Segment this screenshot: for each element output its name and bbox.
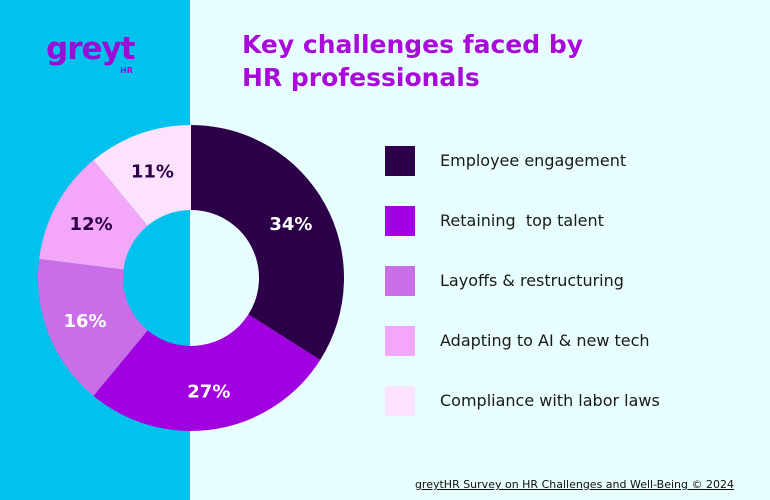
donut-slice-employee-engagement <box>191 125 344 360</box>
chart-title-line-1: Key challenges faced by <box>242 30 584 59</box>
donut-label-employee-engagement: 34% <box>269 214 312 235</box>
logo-sub-text: HR <box>120 66 133 75</box>
chart-title-line-2: HR professionals <box>242 63 480 92</box>
logo-wordmark: greyt <box>46 31 136 67</box>
donut-label-layoffs-restructuring: 16% <box>63 311 106 332</box>
donut-slice-layoffs-restructuring <box>37 258 148 396</box>
greythr-logo: greyt HR <box>46 32 146 78</box>
legend-item-employee-engagement: Employee engagement <box>385 146 725 176</box>
legend-swatch <box>385 146 415 176</box>
legend-swatch <box>385 326 415 356</box>
legend-label: Employee engagement <box>440 151 627 170</box>
donut-label-retaining-top-talent: 27% <box>187 382 230 403</box>
chart-title: Key challenges faced by HR professionals <box>242 28 662 94</box>
donut-slice-retaining-top-talent <box>93 314 321 432</box>
legend-label: Layoffs & restructuring <box>440 271 624 290</box>
legend-item-compliance: Compliance with labor laws <box>385 386 725 416</box>
legend-item-adapting-to-ai: Adapting to AI & new tech <box>385 326 725 356</box>
legend-swatch <box>385 206 415 236</box>
legend-item-retaining-top-talent: Retaining top talent <box>385 206 725 236</box>
donut-label-adapting-to-ai: 12% <box>70 214 113 235</box>
legend-swatch <box>385 266 415 296</box>
legend-item-layoffs-restructuring: Layoffs & restructuring <box>385 266 725 296</box>
legend-label: Compliance with labor laws <box>440 391 660 410</box>
donut-slice-adapting-to-ai <box>39 160 148 270</box>
legend-label: Retaining top talent <box>440 211 604 230</box>
legend-label: Adapting to AI & new tech <box>440 331 650 350</box>
donut-slice-compliance <box>93 125 191 226</box>
donut-label-compliance: 11% <box>131 162 174 183</box>
source-footer-link[interactable]: greytHR Survey on HR Challenges and Well… <box>414 478 734 491</box>
legend-swatch <box>385 386 415 416</box>
